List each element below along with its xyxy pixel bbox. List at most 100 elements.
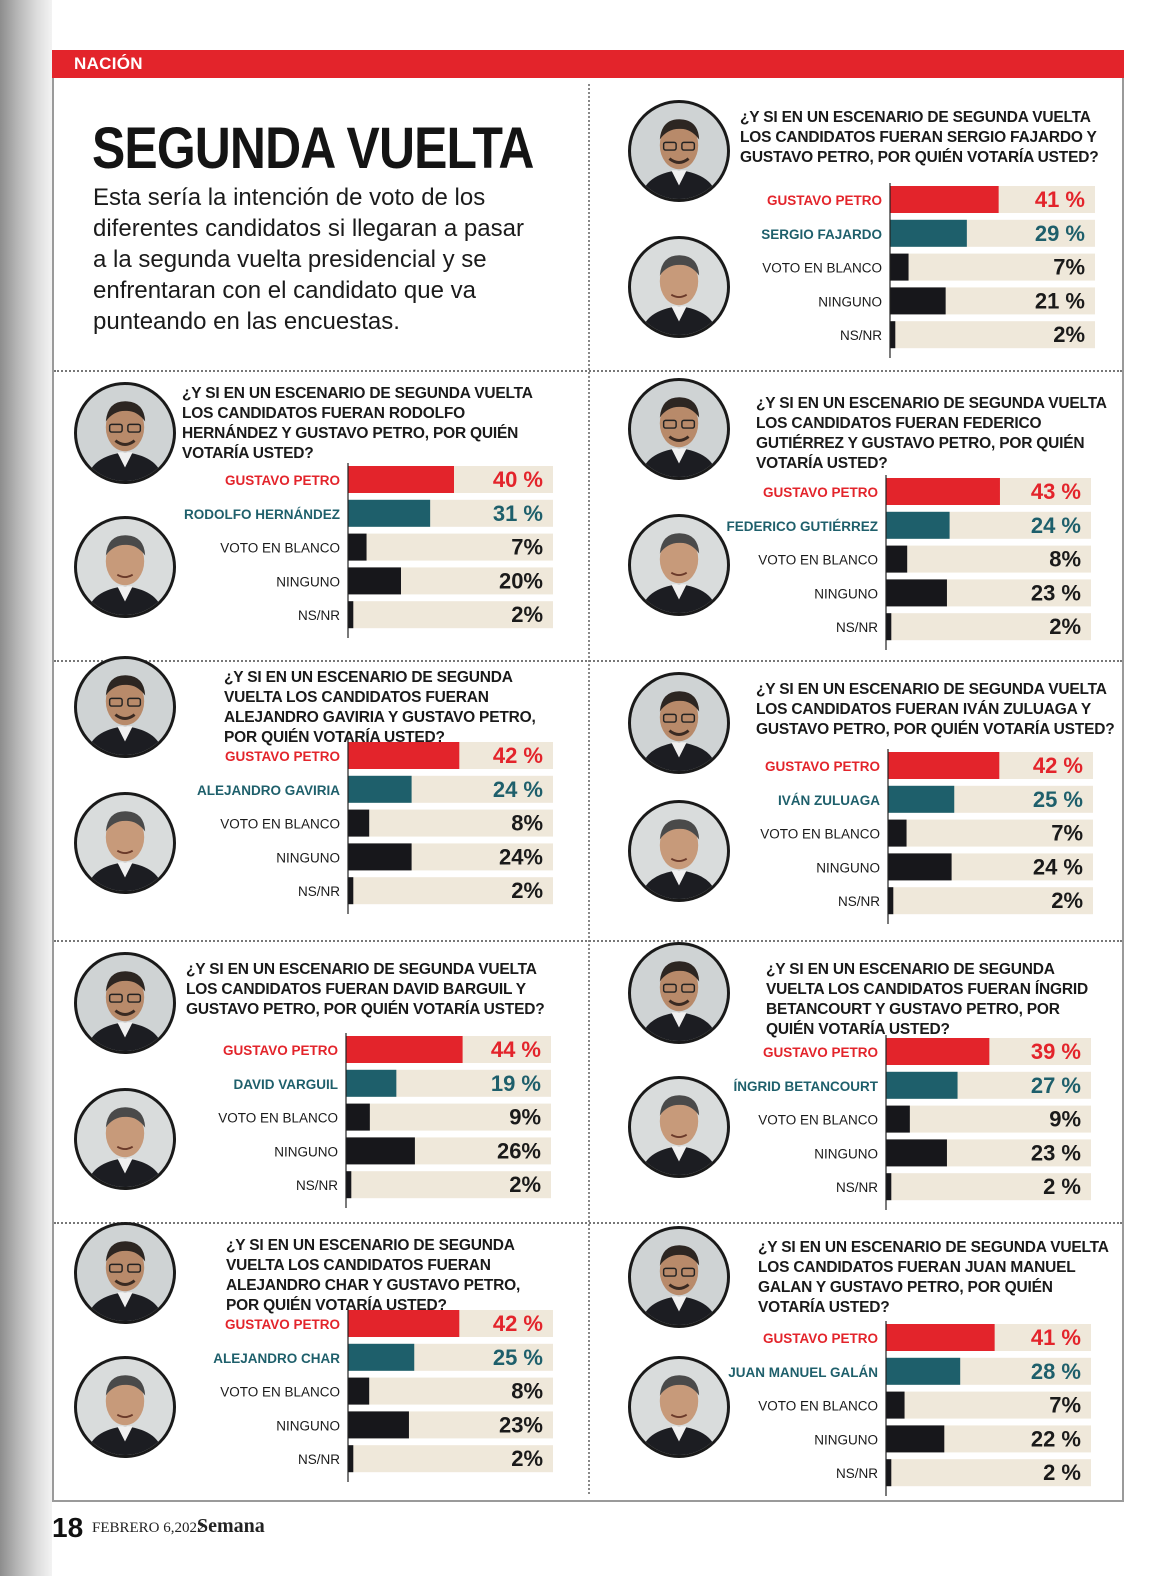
page-spine-shadow — [0, 0, 52, 1576]
data-label: 9% — [509, 1105, 541, 1130]
challenger-portrait — [628, 1356, 730, 1458]
chart-question: ¿Y SI EN UN ESCENARIO DE SEGUNDA VUELTA … — [740, 109, 1099, 166]
category-label: GUSTAVO PETRO — [223, 1043, 338, 1058]
row-divider — [54, 370, 1122, 372]
category-label: VOTO EN BLANCO — [762, 261, 882, 276]
bar — [348, 1411, 409, 1439]
leader-portrait — [74, 382, 176, 484]
category-label: ÍNGRID BETANCOURT — [734, 1079, 879, 1094]
section-label: NACIÓN — [74, 54, 143, 73]
data-label: 2% — [1049, 614, 1081, 639]
data-label: 7% — [511, 535, 543, 560]
data-label: 7% — [1051, 821, 1083, 846]
data-label: 24 % — [1031, 513, 1081, 538]
bar-chart: GUSTAVO PETRO 41 % JUAN MANUEL GALÁN 28 % VO… — [728, 1321, 1091, 1496]
chart-question: ¿Y SI EN UN ESCENARIO DE SEGUNDA VUELTA … — [766, 961, 1088, 1038]
category-label: GUSTAVO PETRO — [225, 473, 340, 488]
row-divider — [54, 940, 1122, 942]
chart-question: ¿Y SI EN UN ESCENARIO DE SEGUNDA VUELTA … — [756, 395, 1107, 472]
category-label: NINGUNO — [818, 294, 882, 309]
category-label: ALEJANDRO CHAR — [213, 1351, 340, 1366]
bar-track — [888, 819, 1093, 847]
data-label: 40 % — [493, 467, 543, 492]
chart-question: ¿Y SI EN UN ESCENARIO DE SEGUNDA VUELTA … — [186, 961, 545, 1018]
bar-track — [886, 1105, 1091, 1133]
bar — [890, 219, 967, 247]
bar-chart: GUSTAVO PETRO 42 % ALEJANDRO GAVIRIA 24 % VO… — [197, 739, 553, 914]
leader-portrait — [628, 378, 730, 480]
data-label: 28 % — [1031, 1359, 1081, 1384]
category-label: NINGUNO — [276, 850, 340, 865]
category-label: ALEJANDRO GAVIRIA — [197, 783, 340, 798]
leader-portrait — [628, 672, 730, 774]
data-label: 8% — [511, 811, 543, 836]
data-label: 9% — [1049, 1107, 1081, 1132]
data-label: 27 % — [1031, 1073, 1081, 1098]
bar-track — [346, 1171, 551, 1199]
data-label: 2% — [511, 602, 543, 627]
challenger-portrait — [74, 792, 176, 894]
data-label: 20% — [499, 568, 543, 593]
category-label: NS/NR — [836, 1180, 878, 1195]
bar-chart: GUSTAVO PETRO 42 % IVÁN ZULUAGA 25 % VOTO EN… — [760, 749, 1093, 924]
bar-track — [348, 809, 553, 837]
bar — [886, 1459, 892, 1487]
bar — [886, 1324, 995, 1351]
bar-track — [348, 1377, 553, 1405]
data-label: 21 % — [1035, 288, 1085, 313]
data-label: 8% — [511, 1379, 543, 1404]
data-label: 24 % — [1033, 854, 1083, 879]
challenger-portrait — [74, 1088, 176, 1190]
data-label: 31 % — [493, 501, 543, 526]
category-label: VOTO EN BLANCO — [760, 827, 880, 842]
bar — [886, 579, 947, 607]
challenger-portrait — [628, 800, 730, 902]
data-label: 41 % — [1035, 187, 1085, 212]
category-label: JUAN MANUEL GALÁN — [728, 1365, 878, 1380]
page-number: 18 — [52, 1512, 84, 1543]
category-label: DAVID VARGUIL — [234, 1077, 339, 1092]
chart-question: ¿Y SI EN UN ESCENARIO DE SEGUNDA VUELTA … — [182, 385, 533, 462]
data-label: 42 % — [493, 743, 543, 768]
bar-track — [890, 321, 1095, 349]
data-label: 2% — [511, 878, 543, 903]
category-label: NS/NR — [298, 608, 340, 623]
bar-track — [886, 613, 1091, 641]
category-label: NINGUNO — [814, 1146, 878, 1161]
row-divider — [54, 660, 1122, 662]
intro-text: Esta sería la intención de voto de los d… — [93, 184, 524, 335]
bar — [346, 1103, 370, 1131]
category-label: NINGUNO — [276, 1418, 340, 1433]
leader-portrait — [628, 100, 730, 202]
bar — [348, 567, 401, 595]
challenger-portrait — [628, 514, 730, 616]
chart-question: ¿Y SI EN UN ESCENARIO DE SEGUNDA VUELTA … — [758, 1239, 1109, 1316]
bar-chart: GUSTAVO PETRO 43 % FEDERICO GUTIÉRREZ 24 % V… — [726, 475, 1091, 650]
bar — [348, 742, 460, 769]
bar — [348, 533, 367, 561]
category-label: NS/NR — [838, 894, 880, 909]
bar — [348, 775, 412, 803]
data-label: 42 % — [1033, 753, 1083, 778]
category-label: VOTO EN BLANCO — [220, 1385, 340, 1400]
bar — [348, 1310, 460, 1337]
data-label: 26% — [497, 1138, 541, 1163]
leader-portrait — [74, 1222, 176, 1324]
category-label: VOTO EN BLANCO — [220, 541, 340, 556]
bar — [890, 287, 946, 315]
bar-track — [886, 545, 1091, 573]
bar — [886, 1391, 905, 1419]
data-label: 22 % — [1031, 1426, 1081, 1451]
category-label: GUSTAVO PETRO — [763, 1331, 878, 1346]
bar-chart: GUSTAVO PETRO 44 % DAVID VARGUIL 19 % VOTO E… — [218, 1033, 551, 1208]
category-label: GUSTAVO PETRO — [767, 193, 882, 208]
category-label: FEDERICO GUTIÉRREZ — [726, 519, 878, 534]
data-label: 44 % — [491, 1037, 541, 1062]
category-label: NINGUNO — [816, 860, 880, 875]
bar-chart: GUSTAVO PETRO 41 % SERGIO FAJARDO 29 % VOTO … — [761, 183, 1095, 358]
bar — [886, 1173, 892, 1201]
data-label: 23 % — [1031, 580, 1081, 605]
bar-track — [886, 1459, 1091, 1487]
category-label: RODOLFO HERNÁNDEZ — [184, 507, 340, 522]
category-label: GUSTAVO PETRO — [763, 1045, 878, 1060]
